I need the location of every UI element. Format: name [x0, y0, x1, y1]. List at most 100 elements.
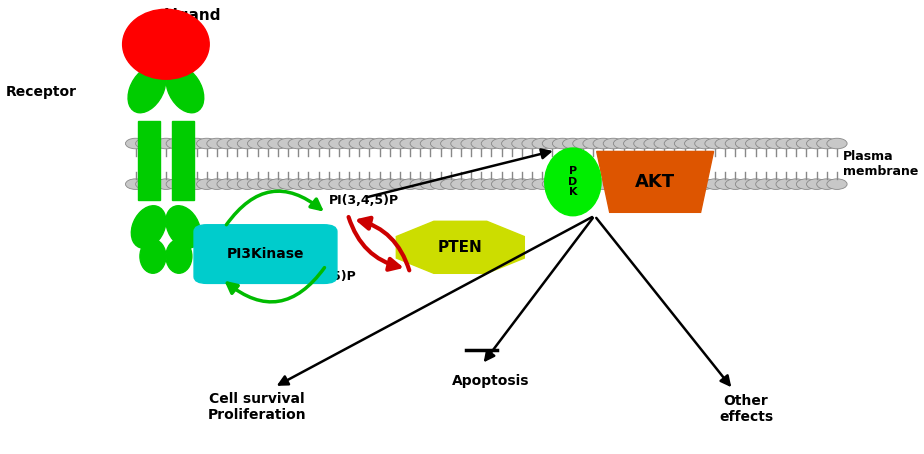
- Circle shape: [420, 138, 441, 149]
- Circle shape: [675, 179, 695, 189]
- Circle shape: [654, 179, 675, 189]
- Circle shape: [298, 179, 319, 189]
- Circle shape: [136, 179, 156, 189]
- Circle shape: [237, 138, 258, 149]
- Circle shape: [725, 138, 746, 149]
- Circle shape: [624, 138, 644, 149]
- Circle shape: [288, 138, 309, 149]
- Circle shape: [807, 138, 827, 149]
- Circle shape: [461, 138, 481, 149]
- Ellipse shape: [545, 148, 601, 216]
- FancyBboxPatch shape: [194, 225, 337, 283]
- Circle shape: [288, 179, 309, 189]
- Circle shape: [176, 138, 197, 149]
- Circle shape: [492, 138, 512, 149]
- Circle shape: [715, 138, 736, 149]
- Circle shape: [603, 179, 624, 189]
- Polygon shape: [597, 152, 713, 212]
- Text: Receptor: Receptor: [6, 84, 77, 99]
- Ellipse shape: [166, 66, 204, 113]
- Circle shape: [461, 179, 481, 189]
- Circle shape: [746, 179, 766, 189]
- Circle shape: [217, 138, 237, 149]
- Circle shape: [329, 138, 349, 149]
- Circle shape: [126, 138, 146, 149]
- Circle shape: [329, 179, 349, 189]
- Circle shape: [349, 138, 370, 149]
- Circle shape: [156, 138, 176, 149]
- Circle shape: [624, 179, 644, 189]
- Circle shape: [207, 138, 227, 149]
- Circle shape: [237, 179, 258, 189]
- Circle shape: [705, 179, 725, 189]
- Circle shape: [370, 138, 390, 149]
- Circle shape: [593, 138, 614, 149]
- Circle shape: [156, 179, 176, 189]
- Circle shape: [400, 179, 420, 189]
- Circle shape: [766, 138, 786, 149]
- Circle shape: [380, 138, 400, 149]
- Circle shape: [197, 138, 217, 149]
- Circle shape: [309, 138, 329, 149]
- Circle shape: [400, 138, 420, 149]
- Circle shape: [603, 138, 624, 149]
- Bar: [139, 121, 160, 200]
- Circle shape: [827, 138, 847, 149]
- Circle shape: [695, 179, 715, 189]
- Text: Other
effects: Other effects: [719, 394, 773, 424]
- Circle shape: [715, 179, 736, 189]
- Text: PTEN: PTEN: [438, 240, 482, 255]
- Circle shape: [685, 138, 705, 149]
- Circle shape: [664, 138, 685, 149]
- Circle shape: [563, 179, 583, 189]
- Circle shape: [725, 179, 746, 189]
- Circle shape: [471, 179, 492, 189]
- Circle shape: [227, 138, 248, 149]
- Circle shape: [278, 179, 298, 189]
- Circle shape: [146, 179, 166, 189]
- Circle shape: [522, 179, 542, 189]
- Circle shape: [248, 179, 268, 189]
- Circle shape: [583, 138, 603, 149]
- Ellipse shape: [128, 66, 165, 113]
- Circle shape: [176, 179, 197, 189]
- Circle shape: [492, 179, 512, 189]
- Circle shape: [410, 138, 431, 149]
- Circle shape: [776, 179, 796, 189]
- Polygon shape: [396, 221, 524, 273]
- Text: Cell survival
Proliferation: Cell survival Proliferation: [208, 392, 306, 422]
- Circle shape: [522, 138, 542, 149]
- Circle shape: [634, 179, 654, 189]
- Circle shape: [583, 179, 603, 189]
- Circle shape: [187, 179, 207, 189]
- Circle shape: [339, 179, 359, 189]
- Circle shape: [380, 179, 400, 189]
- Circle shape: [675, 138, 695, 149]
- Circle shape: [390, 179, 410, 189]
- Circle shape: [207, 179, 227, 189]
- Circle shape: [298, 138, 319, 149]
- Circle shape: [319, 179, 339, 189]
- Circle shape: [166, 179, 187, 189]
- Circle shape: [248, 138, 268, 149]
- Circle shape: [746, 138, 766, 149]
- Circle shape: [827, 179, 847, 189]
- Circle shape: [512, 138, 532, 149]
- Circle shape: [563, 138, 583, 149]
- Circle shape: [593, 179, 614, 189]
- Circle shape: [664, 179, 685, 189]
- Circle shape: [553, 179, 573, 189]
- Circle shape: [319, 138, 339, 149]
- Circle shape: [339, 138, 359, 149]
- Circle shape: [166, 138, 187, 149]
- Ellipse shape: [123, 9, 209, 79]
- Circle shape: [410, 179, 431, 189]
- Circle shape: [441, 179, 461, 189]
- Circle shape: [481, 179, 502, 189]
- Circle shape: [359, 138, 380, 149]
- Circle shape: [359, 179, 380, 189]
- Circle shape: [146, 138, 166, 149]
- Circle shape: [807, 179, 827, 189]
- Circle shape: [390, 138, 410, 149]
- Circle shape: [614, 138, 634, 149]
